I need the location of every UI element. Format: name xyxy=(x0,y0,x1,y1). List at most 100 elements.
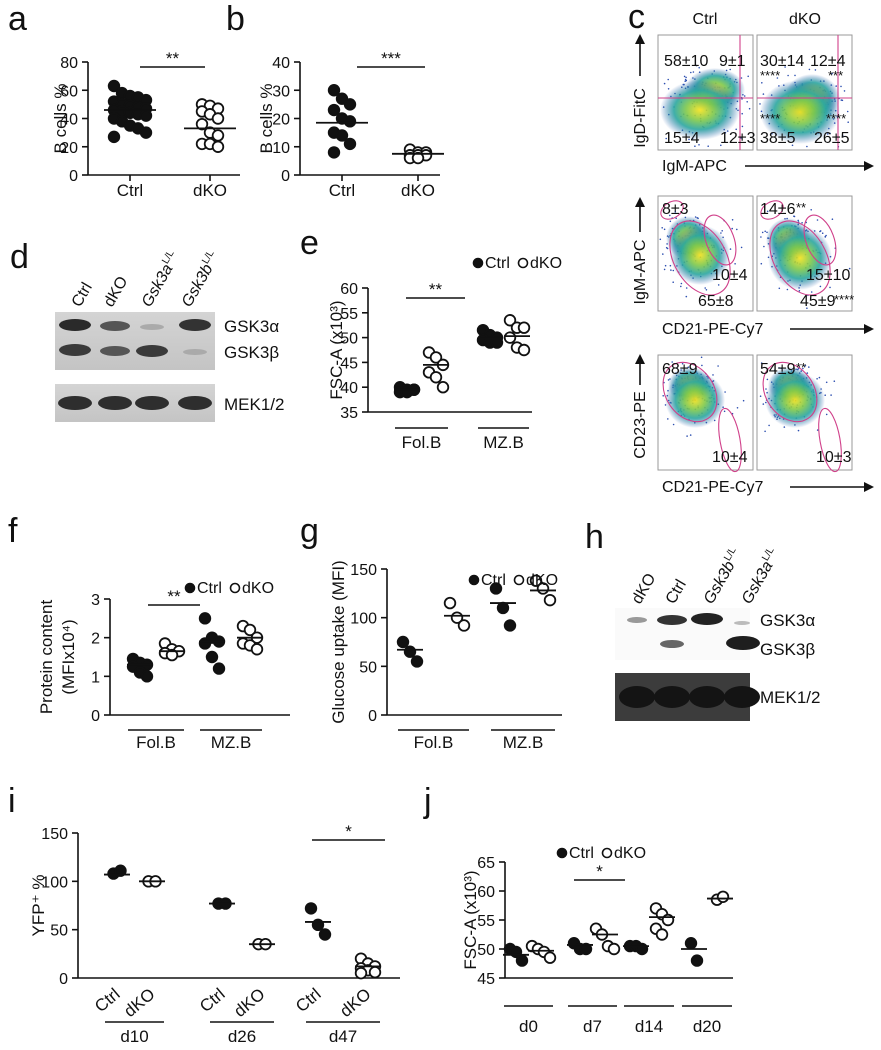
x-tick-label: d10 xyxy=(120,1027,148,1046)
gate-label: 58±10 xyxy=(664,53,708,70)
blot-panel: h dKO Ctrl Gsk3bL/L Gsk3aL/L GSK3α GSK3β… xyxy=(585,518,820,721)
data-point xyxy=(410,655,424,668)
lane-label: Gsk3aL/L xyxy=(137,248,184,310)
y-axis-label: (MFIx10⁴) xyxy=(59,619,78,694)
density-dot xyxy=(765,388,767,390)
gate xyxy=(760,200,784,220)
density-dot xyxy=(729,68,731,71)
data-point xyxy=(543,951,557,964)
density-dot xyxy=(681,362,684,365)
density-dot xyxy=(729,248,732,250)
y-tick-label: 0 xyxy=(69,168,78,185)
panel-letter: f xyxy=(8,512,18,550)
density-dot xyxy=(793,215,795,217)
x-tick-label: dKO xyxy=(193,181,227,200)
x-tick-label: MZ.B xyxy=(503,733,544,752)
x-sub-label: Ctrl xyxy=(196,985,228,1017)
legend-marker xyxy=(468,574,480,586)
density-dot xyxy=(746,101,748,103)
density-dot xyxy=(669,264,672,267)
y-tick-label: 60 xyxy=(477,884,495,901)
density-dot xyxy=(819,230,822,232)
band xyxy=(136,345,168,357)
density-dot xyxy=(680,282,683,285)
band xyxy=(179,319,211,331)
density-dot xyxy=(672,269,675,272)
gate-label: 10±4 xyxy=(712,449,748,466)
density-core xyxy=(665,372,725,428)
y-axis-label: B cells % xyxy=(51,84,70,154)
arrow-head xyxy=(635,34,645,44)
density-dot xyxy=(700,356,703,359)
gate-significance: **** xyxy=(826,111,846,126)
density-dot xyxy=(684,80,686,82)
y-tick-label: 45 xyxy=(340,355,358,372)
gate xyxy=(818,407,842,473)
arrow-head xyxy=(864,324,874,334)
data-point xyxy=(517,343,531,357)
arrow-head xyxy=(635,197,645,207)
blot-panel: d Ctrl dKO Gsk3aL/L Gsk3bL/L GSK3α GSK3β… xyxy=(10,238,284,422)
blot-membrane xyxy=(615,608,750,660)
density-dot xyxy=(663,82,666,85)
density-core xyxy=(760,80,840,144)
y-axis-label: IgM-APC xyxy=(632,240,649,305)
gene: Gsk3a xyxy=(139,261,177,310)
gate xyxy=(718,407,742,473)
density-dot xyxy=(670,269,672,271)
legend-marker xyxy=(229,582,241,594)
lane-label: Ctrl xyxy=(69,280,96,310)
density-dot xyxy=(760,262,763,265)
data-point xyxy=(327,103,341,117)
gene: Gsk3b xyxy=(701,558,739,607)
gate-significance: ** xyxy=(796,200,806,215)
band-label: GSK3α xyxy=(760,611,815,630)
x-tick-label: d47 xyxy=(329,1027,357,1046)
data-point xyxy=(607,942,621,956)
density-dot xyxy=(721,230,723,232)
density-dot xyxy=(764,230,766,233)
density-dot xyxy=(814,69,817,71)
data-point xyxy=(411,151,425,165)
density-dot xyxy=(667,371,670,373)
gate-label: 8±3 xyxy=(662,201,689,218)
legend-marker xyxy=(556,847,568,859)
density-dot xyxy=(663,268,666,271)
y-axis-label: YFP⁺ % xyxy=(29,875,48,937)
data-point xyxy=(211,112,225,125)
data-point xyxy=(396,635,410,649)
density-dot xyxy=(741,125,744,128)
density-dot xyxy=(685,295,688,298)
data-point xyxy=(436,381,450,394)
data-point xyxy=(517,321,531,334)
density-dot xyxy=(736,407,739,409)
density-dot xyxy=(686,435,688,437)
gate-label: 14±6 xyxy=(760,201,796,218)
data-point xyxy=(515,954,529,967)
density-dot xyxy=(664,264,667,267)
y-tick-label: 60 xyxy=(340,281,358,298)
density-dot xyxy=(667,88,670,90)
y-axis-label: CD23-PE xyxy=(632,391,649,459)
density-dot xyxy=(680,285,682,288)
density-dot xyxy=(674,211,677,213)
density-dot xyxy=(669,214,671,217)
band xyxy=(59,344,91,356)
y-tick-label: 0 xyxy=(59,971,68,988)
y-tick-label: 50 xyxy=(340,331,358,348)
gate-label: 12±4 xyxy=(810,53,846,70)
density-dot xyxy=(810,209,812,211)
density-dot xyxy=(731,227,733,230)
density-dot xyxy=(683,75,686,78)
data-point xyxy=(457,619,471,632)
y-tick-label: 40 xyxy=(272,55,290,72)
data-point xyxy=(496,601,510,615)
data-point xyxy=(327,84,341,97)
density-dot xyxy=(808,366,810,368)
y-tick-label: 0 xyxy=(368,708,377,725)
density-dot xyxy=(723,410,726,413)
band xyxy=(627,617,647,623)
legend-marker xyxy=(472,257,484,269)
density-dot xyxy=(824,235,827,238)
